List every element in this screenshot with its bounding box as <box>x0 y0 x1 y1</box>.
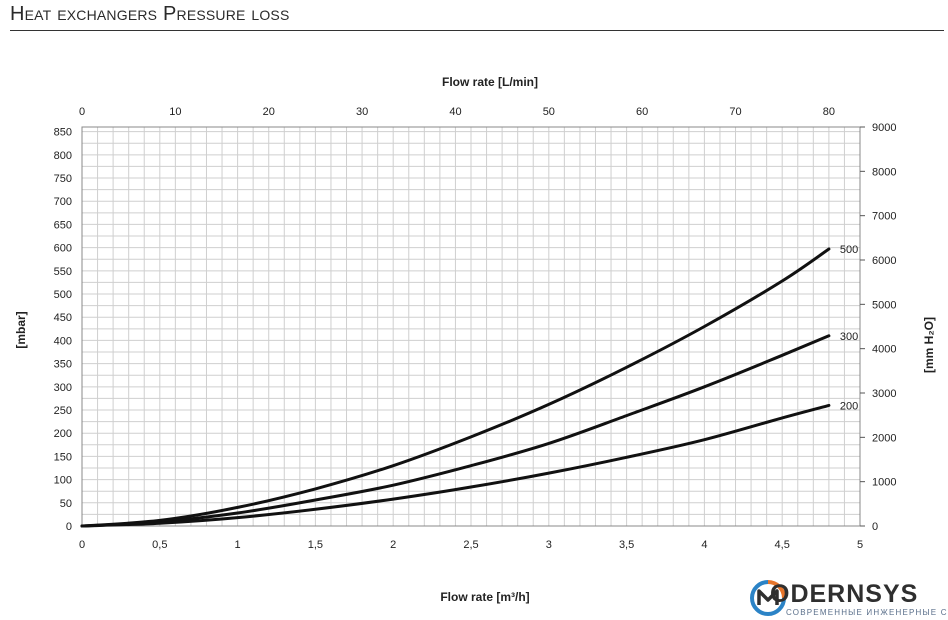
y-left-tick-label: 250 <box>54 405 72 417</box>
x-bottom-tick-label: 3 <box>546 539 552 551</box>
x-bottom-tick-label: 5 <box>857 539 863 551</box>
y-left-tick-label: 650 <box>54 219 72 231</box>
y-right-tick-label: 0 <box>872 521 878 533</box>
x-axis-top-title: Flow rate [L/min] <box>442 75 538 89</box>
chart-grid <box>81 127 861 527</box>
x-axis-bottom-title: Flow rate [m³/h] <box>440 590 529 604</box>
x-top-tick-label: 10 <box>169 106 181 118</box>
series-label-300: 300 <box>840 331 858 343</box>
x-top-tick-label: 0 <box>79 106 85 118</box>
x-bottom-tick-label: 0 <box>79 539 85 551</box>
y-left-tick-label: 800 <box>54 150 72 162</box>
y-axis-left-title: [mbar] <box>14 311 28 348</box>
x-bottom-tick-label: 1 <box>235 539 241 551</box>
brand-name: ODERNSYS <box>770 580 919 608</box>
y-right-tick-label: 1000 <box>872 477 896 489</box>
y-left-tick-label: 0 <box>66 521 72 533</box>
y-left-tick-label: 150 <box>54 451 72 463</box>
y-right-tick-label: 4000 <box>872 344 896 356</box>
x-top-tick-label: 70 <box>729 106 741 118</box>
y-right-tick-label: 3000 <box>872 388 896 400</box>
brand-tagline: СОВРЕМЕННЫЕ ИНЖЕНЕРНЫЕ СИСТЕМЫ <box>786 608 948 617</box>
x-axis-bottom-ticks: 0 0,5 1 1,5 2 2,5 3 3,5 4 4,5 5 <box>79 539 863 551</box>
y-left-tick-label: 450 <box>54 312 72 324</box>
y-left-tick-label: 750 <box>54 173 72 185</box>
y-right-tick-label: 5000 <box>872 299 896 311</box>
x-bottom-tick-label: 2 <box>390 539 396 551</box>
y-left-tick-label: 550 <box>54 266 72 278</box>
y-axis-right-ticks: 0 1000 2000 3000 4000 5000 6000 7000 8000 9000 <box>860 122 896 533</box>
y-left-tick-label: 350 <box>54 359 72 371</box>
y-left-tick-label: 200 <box>54 428 72 440</box>
x-top-tick-label: 60 <box>636 106 648 118</box>
series-line-500 <box>80 247 831 528</box>
x-bottom-tick-label: 3,5 <box>619 539 634 551</box>
series-label-200: 200 <box>840 400 858 412</box>
y-right-tick-label: 7000 <box>872 211 896 223</box>
y-right-tick-label: 9000 <box>872 122 896 134</box>
x-axis-top-ticks: 0 10 20 30 40 50 60 70 80 <box>79 106 835 118</box>
brand-mark-icon <box>750 580 786 616</box>
y-right-tick-label: 2000 <box>872 432 896 444</box>
x-top-tick-label: 40 <box>449 106 461 118</box>
series-label-500: 500 <box>840 244 858 256</box>
y-left-tick-label: 100 <box>54 475 72 487</box>
series-line-200 <box>80 403 831 528</box>
y-left-tick-label: 300 <box>54 382 72 394</box>
x-bottom-tick-label: 2,5 <box>463 539 478 551</box>
x-top-tick-label: 30 <box>356 106 368 118</box>
y-left-tick-label: 400 <box>54 335 72 347</box>
y-left-tick-label: 850 <box>54 127 72 139</box>
y-right-tick-label: 8000 <box>872 166 896 178</box>
series-labels: 500 300 200 <box>840 244 858 412</box>
x-bottom-tick-label: 4,5 <box>775 539 790 551</box>
x-bottom-tick-label: 4 <box>701 539 707 551</box>
y-left-tick-label: 600 <box>54 243 72 255</box>
y-axis-right-title: [mm H₂O] <box>922 317 936 373</box>
x-top-tick-label: 80 <box>823 106 835 118</box>
x-top-tick-label: 20 <box>263 106 275 118</box>
y-right-tick-label: 6000 <box>872 255 896 267</box>
y-axis-left-ticks: 0 50 100 150 200 250 300 350 400 450 500 550 600 650 7… <box>54 127 72 533</box>
y-left-tick-label: 700 <box>54 196 72 208</box>
series-curves <box>80 247 831 528</box>
page-title: Heat exchangers Pressure loss <box>10 3 290 25</box>
title-divider <box>10 30 944 31</box>
x-bottom-tick-label: 0,5 <box>152 539 167 551</box>
y-left-tick-label: 500 <box>54 289 72 301</box>
x-bottom-tick-label: 1,5 <box>308 539 323 551</box>
x-top-tick-label: 50 <box>543 106 555 118</box>
plot-area-frame <box>81 126 861 527</box>
y-left-tick-label: 50 <box>60 498 72 510</box>
series-line-300 <box>80 334 831 528</box>
brand-logo: ODERNSYS СОВРЕМЕННЫЕ ИНЖЕНЕРНЫЕ СИСТЕМЫ <box>748 576 948 620</box>
